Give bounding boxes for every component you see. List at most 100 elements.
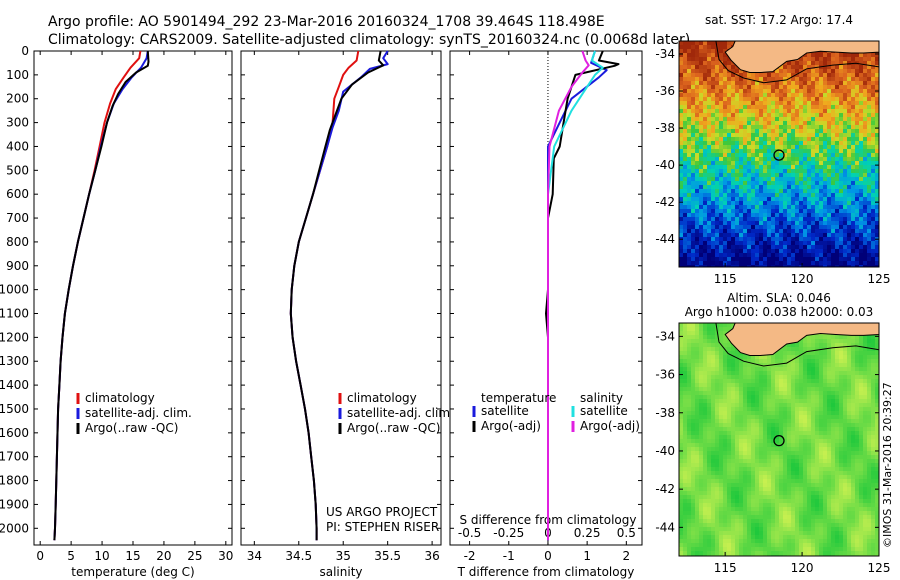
map-cell (743, 411, 747, 415)
map-cell (759, 443, 763, 447)
map-cell (787, 129, 791, 133)
map-cell (715, 153, 719, 157)
map-cell (851, 153, 855, 157)
map-cell (787, 61, 791, 65)
map-cell (795, 237, 799, 241)
map-cell (719, 225, 723, 229)
map-cell (855, 407, 859, 411)
map-cell (803, 355, 807, 359)
map-cell (751, 467, 755, 471)
map-cell (827, 129, 831, 133)
map-cell (779, 89, 783, 93)
map-cell (695, 347, 699, 351)
map-cell (707, 129, 711, 133)
map-cell (799, 173, 803, 177)
map-cell (859, 363, 863, 367)
map-cell (703, 69, 707, 73)
map-cell (715, 459, 719, 463)
map-cell (727, 105, 731, 109)
map-cell (855, 419, 859, 423)
map-cell (727, 97, 731, 101)
map-cell (735, 249, 739, 253)
map-cell (839, 427, 843, 431)
map-cell (687, 133, 691, 137)
map-cell (831, 395, 835, 399)
map-cell (751, 193, 755, 197)
map-cell (827, 451, 831, 455)
map-cell (759, 117, 763, 121)
map-cell (791, 201, 795, 205)
map-cell (703, 241, 707, 245)
map-cell (795, 383, 799, 387)
map-cell (803, 57, 807, 61)
map-cell (767, 221, 771, 225)
map-cell (803, 205, 807, 209)
map-cell (799, 185, 803, 189)
map-cell (739, 125, 743, 129)
map-cell (731, 431, 735, 435)
map-cell (743, 213, 747, 217)
map-cell (819, 173, 823, 177)
map-cell (695, 427, 699, 431)
map-cell (739, 229, 743, 233)
map-cell (679, 49, 683, 53)
map-cell (763, 205, 767, 209)
map-cell (775, 153, 779, 157)
map-cell (799, 141, 803, 145)
map-cell (687, 467, 691, 471)
map-cell (807, 431, 811, 435)
map-cell (875, 407, 879, 411)
map-cell (779, 105, 783, 109)
map-cell (695, 205, 699, 209)
map-cell (679, 53, 683, 57)
map-cell (859, 375, 863, 379)
map-cell (719, 253, 723, 257)
map-cell (787, 249, 791, 253)
map-cell (763, 265, 767, 267)
map-cell (691, 125, 695, 129)
map-cell (807, 241, 811, 245)
map-cell (787, 81, 791, 85)
map-cell (767, 229, 771, 233)
map-cell (743, 89, 747, 93)
map-cell (795, 133, 799, 137)
map-cell (719, 173, 723, 177)
map-cell (683, 65, 687, 69)
map-cell (723, 387, 727, 391)
map-cell (707, 335, 711, 339)
map-cell (755, 89, 759, 93)
map-cell (735, 89, 739, 93)
map-cell (715, 133, 719, 137)
map-cell (823, 427, 827, 431)
map-cell (855, 81, 859, 85)
map-cell (755, 157, 759, 161)
map-cell (723, 193, 727, 197)
map-cell (803, 261, 807, 265)
map-cell (687, 189, 691, 193)
map-cell (691, 149, 695, 153)
map-cell (695, 129, 699, 133)
map-cell (691, 85, 695, 89)
map-cell (763, 431, 767, 435)
map-cell (767, 383, 771, 387)
map-cell (859, 113, 863, 117)
map-cell (799, 85, 803, 89)
map-cell (815, 169, 819, 173)
map-cell (763, 375, 767, 379)
map-cell (807, 113, 811, 117)
map-cell (795, 363, 799, 367)
map-cell (695, 423, 699, 427)
map-cell (803, 241, 807, 245)
map-cell (683, 197, 687, 201)
map-cell (847, 347, 851, 351)
map-cell (819, 189, 823, 193)
map-cell (827, 173, 831, 177)
map-cell (731, 101, 735, 105)
map-cell (695, 233, 699, 237)
map-cell (839, 181, 843, 185)
map-cell (787, 141, 791, 145)
map-cell (803, 97, 807, 101)
map-cell (727, 459, 731, 463)
map-cell (851, 395, 855, 399)
map-cell (703, 97, 707, 101)
